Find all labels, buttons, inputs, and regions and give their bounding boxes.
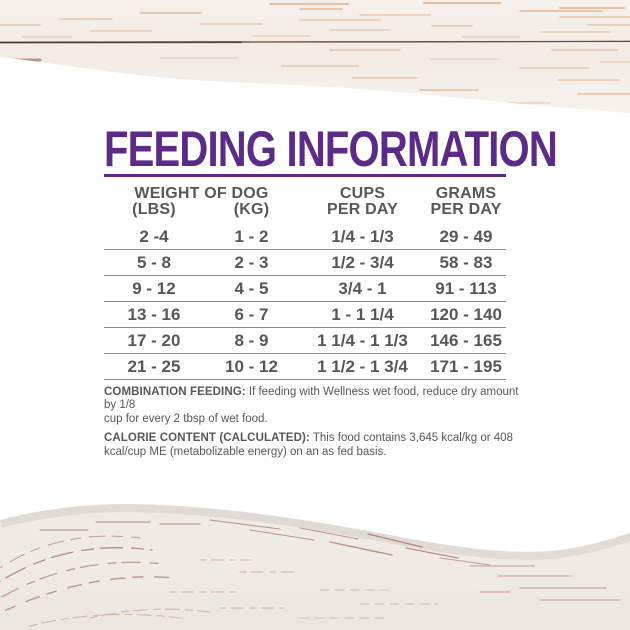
cell-cups-per-day: 1/4 - 1/3 [331, 226, 394, 246]
combination-feeding-label: COMBINATION FEEDING: [104, 385, 246, 398]
cell-weight-kg: 8 - 9 [234, 330, 269, 350]
table-row: 5 - 8 2 - 3 1/2 - 3/4 58 - 83 [104, 250, 506, 276]
cell-weight-lbs: 5 - 8 [136, 252, 172, 272]
combination-feeding-text: If feeding with Wellness wet food, reduc… [104, 385, 519, 426]
header-weight-of-dog: WEIGHT OF DOG [134, 184, 269, 202]
table-row: 21 - 25 10 - 12 1 1/2 - 1 3/4 171 - 195 [104, 354, 506, 380]
cell-grams-per-day: 91 - 113 [435, 278, 497, 298]
calorie-content-note: CALORIE CONTENT (CALCULATED): This food … [104, 432, 532, 460]
cell-weight-kg: 4 - 5 [234, 278, 269, 298]
cell-weight-lbs: 9 - 12 [132, 278, 176, 298]
calorie-content-label: CALORIE CONTENT (CALCULATED): [104, 431, 310, 444]
cell-cups-per-day: 1 1/2 - 1 3/4 [317, 356, 408, 376]
feeding-table: WEIGHT OF DOG CUPS GRAMS (LBS) (KG) PER … [104, 184, 506, 380]
cell-grams-per-day: 120 - 140 [430, 304, 502, 324]
cell-weight-lbs: 21 - 25 [127, 356, 181, 376]
cell-grams-per-day: 146 - 165 [430, 330, 502, 350]
feeding-info-panel: FEEDING INFORMATION WEIGHT OF DOG CUPS G… [104, 121, 558, 464]
table-row: 17 - 20 8 - 9 1 1/4 - 1 1/3 146 - 165 [104, 328, 506, 354]
cell-weight-kg: 1 - 2 [234, 226, 269, 246]
cell-cups-per-day: 1 1/4 - 1 1/3 [317, 330, 408, 350]
wood-grain-top [0, 2, 630, 104]
footnotes: COMBINATION FEEDING: If feeding with Wel… [104, 386, 532, 460]
title-underline [104, 174, 506, 177]
cell-cups-per-day: 1/2 - 3/4 [331, 252, 394, 272]
wood-texture-top [0, 0, 630, 113]
header-lbs: (LBS) [132, 201, 176, 218]
table-row: 13 - 16 6 - 7 1 - 1 1/4 120 - 140 [104, 302, 506, 328]
cell-weight-kg: 2 - 3 [234, 252, 269, 272]
page-title: FEEDING INFORMATION [104, 121, 558, 177]
cell-grams-per-day: 29 - 49 [439, 226, 493, 246]
calorie-content-text: This food contains 3,645 kcal/kg or 408 … [104, 431, 513, 458]
table-row: 9 - 12 4 - 5 3/4 - 1 91 - 113 [104, 276, 506, 302]
plank-seam-line [0, 40, 630, 62]
cell-grams-per-day: 171 - 195 [430, 356, 502, 376]
table-header: WEIGHT OF DOG CUPS GRAMS (LBS) (KG) PER … [104, 184, 506, 219]
cell-weight-lbs: 13 - 16 [127, 304, 181, 324]
header-cups-line2: PER DAY [326, 201, 399, 218]
cell-cups-per-day: 3/4 - 1 [338, 278, 387, 298]
wood-grain-bottom [0, 519, 621, 627]
cell-cups-per-day: 1 - 1 1/4 [331, 304, 394, 324]
header-grams-line1: GRAMS [435, 184, 497, 202]
combination-feeding-note: COMBINATION FEEDING: If feeding with Wel… [104, 386, 532, 427]
wood-texture-bottom [0, 504, 630, 630]
header-cups-line1: CUPS [339, 184, 386, 202]
cell-grams-per-day: 58 - 83 [439, 252, 493, 272]
cell-weight-lbs: 17 - 20 [127, 330, 181, 350]
cell-weight-kg: 6 - 7 [234, 304, 269, 324]
header-kg: (KG) [233, 201, 270, 218]
cell-weight-lbs: 2 -4 [139, 226, 169, 246]
table-row: 2 -4 1 - 2 1/4 - 1/3 29 - 49 [104, 224, 506, 250]
header-grams-line2: PER DAY [430, 201, 502, 218]
cell-weight-kg: 10 - 12 [225, 356, 278, 376]
